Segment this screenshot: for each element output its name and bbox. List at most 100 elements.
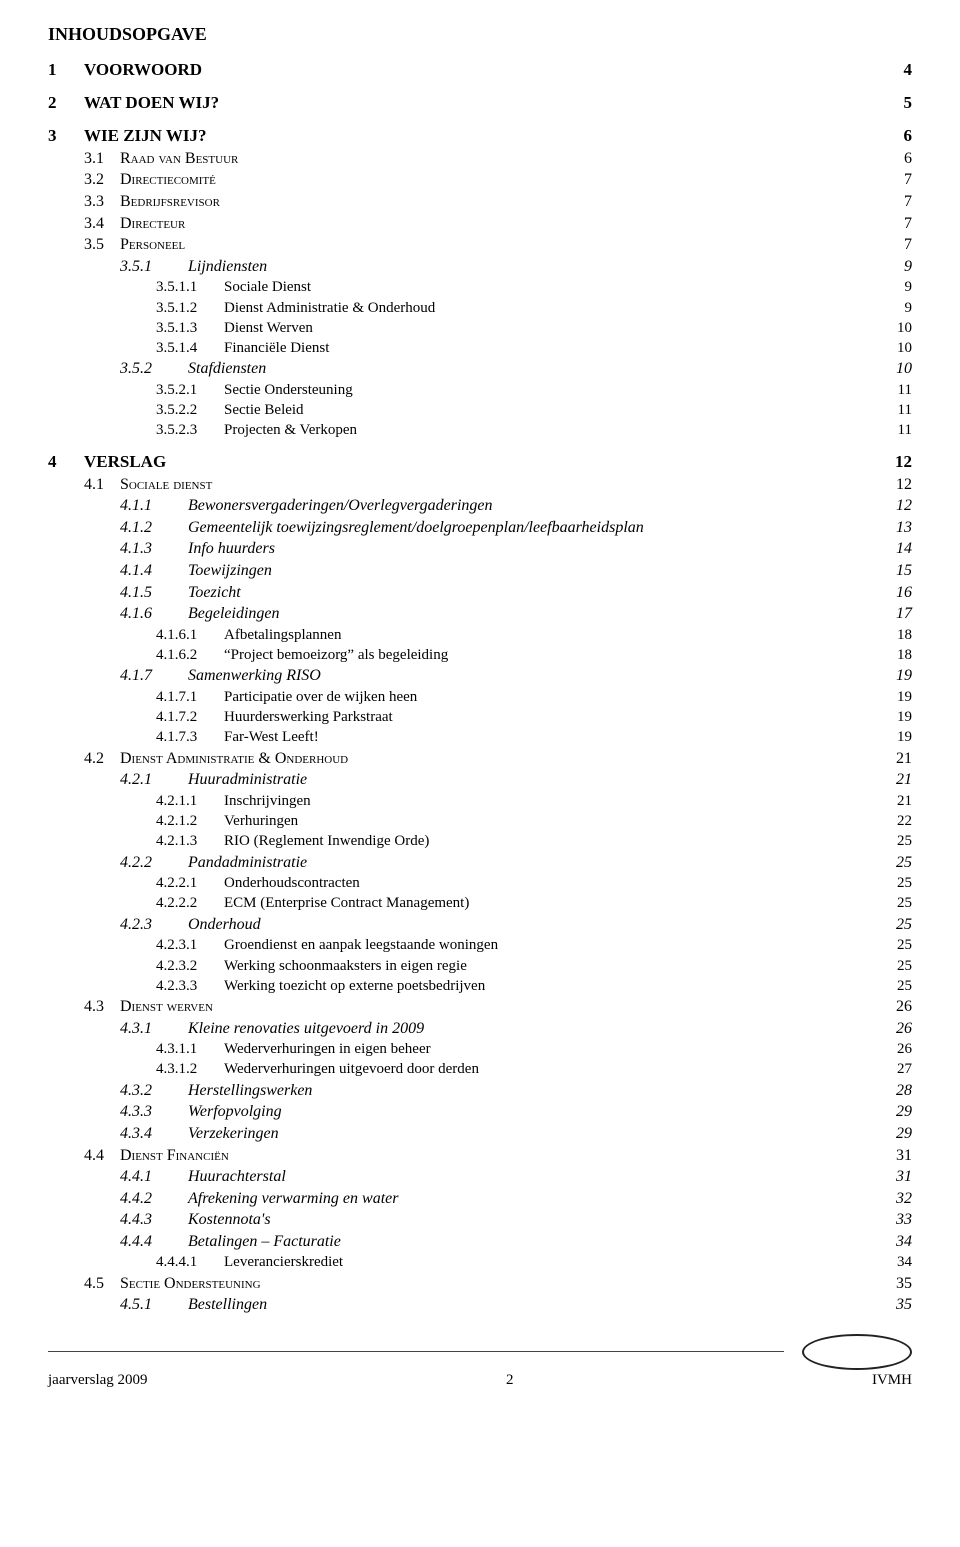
toc-entry: 4.1.6Begeleidingen 17 xyxy=(48,603,912,625)
toc-entry-number: 4.4.4 xyxy=(120,1231,182,1253)
toc-entry-number: 4.5.1 xyxy=(120,1294,182,1316)
toc-entry-text: Onderhoud xyxy=(188,916,261,933)
toc-entry-label: 4.1.4 Toewijzingen xyxy=(120,560,272,582)
toc-entry-text: Inschrijvingen xyxy=(224,793,311,809)
toc-entry-page: 9 xyxy=(905,277,913,297)
toc-entry-label: 3.5.1Lijndiensten xyxy=(120,256,267,278)
toc-entry-label: 4.4.2Afrekening verwarming en water xyxy=(120,1188,398,1210)
toc-entry-label: 4.1.6Begeleidingen xyxy=(120,603,280,625)
toc-entry-label: 4VERSLAG xyxy=(48,451,166,474)
toc-entry-text: Toewijzingen xyxy=(188,562,272,579)
toc-entry-page: 25 xyxy=(897,935,912,955)
toc-entry: 4.2.3.3Werking toezicht op externe poets… xyxy=(48,976,912,996)
toc-entry-number: 4.1.2 xyxy=(120,517,182,539)
toc-entry: 4.3.4Verzekeringen29 xyxy=(48,1123,912,1145)
toc-entry-page: 6 xyxy=(904,125,913,148)
toc-entry-page: 25 xyxy=(897,976,912,996)
toc-entry-page: 31 xyxy=(896,1145,912,1167)
toc-entry: 3.5.2.3Projecten & Verkopen11 xyxy=(48,420,912,440)
toc-entry-text: WAT DOEN WIJ? xyxy=(84,93,219,112)
toc-entry-page: 12 xyxy=(895,451,912,474)
toc-entry-number: 4.3.3 xyxy=(120,1101,182,1123)
toc-entry-text: Huuradministratie xyxy=(188,771,307,788)
toc-entry-label: 3.5.2Stafdiensten xyxy=(120,358,266,380)
toc-entry-label: 4.1.7Samenwerking RISO xyxy=(120,665,321,687)
toc-entry-label: 4.1.7.1Participatie over de wijken heen xyxy=(156,687,417,707)
toc-entry-number: 3.5 xyxy=(84,234,114,256)
toc-entry-page: 21 xyxy=(897,791,912,811)
toc-entry-text: Gemeentelijk toewijzingsreglement/doelgr… xyxy=(188,519,644,536)
toc-entry-number: 2 xyxy=(48,92,78,115)
toc-entry-label: 4.1.6.1Afbetalingsplannen xyxy=(156,625,341,645)
toc-entry-page: 18 xyxy=(897,645,912,665)
toc-entry: 4.1.1Bewonersvergaderingen/Overlegvergad… xyxy=(48,495,912,517)
toc-entry-text: Werking schoonmaaksters in eigen regie xyxy=(224,958,467,974)
toc-entry-text: Afbetalingsplannen xyxy=(224,627,341,643)
toc-entry-number: 4.1.7.2 xyxy=(156,707,218,727)
toc-entry-label: 4.4.4.1Leverancierskrediet xyxy=(156,1252,343,1272)
toc-entry-number: 4.1.7.1 xyxy=(156,687,218,707)
toc-entry-label: 4.2.2.1Onderhoudscontracten xyxy=(156,873,360,893)
toc-entry: 4.5Sectie Ondersteuning35 xyxy=(48,1273,912,1295)
toc-entry: 4.3.1.2Wederverhuringen uitgevoerd door … xyxy=(48,1059,912,1079)
toc-entry-number: 4 xyxy=(48,451,78,474)
toc-entry: 4.2.2.2ECM (Enterprise Contract Manageme… xyxy=(48,893,912,913)
toc-entry-page: 17 xyxy=(896,603,912,625)
toc-entry: 4.3.3Werfopvolging29 xyxy=(48,1101,912,1123)
toc-entry-page: 25 xyxy=(896,852,912,874)
toc-entry-page: 11 xyxy=(898,380,912,400)
toc-entry-page: 34 xyxy=(897,1252,912,1272)
toc-entry-label: 4.1Sociale dienst xyxy=(84,474,212,496)
toc-entry-page: 33 xyxy=(896,1209,912,1231)
toc-entry-text: Verhuringen xyxy=(224,813,298,829)
toc-entry-page: 26 xyxy=(897,1039,912,1059)
toc-entry-number: 4.2.2.1 xyxy=(156,873,218,893)
toc-entry-text: Werking toezicht op externe poetsbedrijv… xyxy=(224,978,485,994)
toc-entry-text: Werfopvolging xyxy=(188,1103,282,1120)
toc-entry-text: Directeur xyxy=(120,215,185,232)
toc-entry: 4.2Dienst Administratie & Onderhoud21 xyxy=(48,748,912,770)
toc-entry-text: Financiële Dienst xyxy=(224,340,329,356)
toc-entry: 3.2Directiecomité7 xyxy=(48,169,912,191)
toc-entry-page: 25 xyxy=(896,914,912,936)
toc-entry-text: Samenwerking RISO xyxy=(188,667,321,684)
toc-entry-number: 4.4.2 xyxy=(120,1188,182,1210)
toc-entry-number: 4.1.6 xyxy=(120,603,182,625)
toc-entry-label: 4.1.1Bewonersvergaderingen/Overlegvergad… xyxy=(120,495,493,517)
toc-entry-page: 25 xyxy=(897,873,912,893)
toc-entry-page: 21 xyxy=(896,769,912,791)
toc-entry: 4.1.7.3Far-West Leeft!19 xyxy=(48,727,912,747)
toc-entry-label: 4.3.1.1Wederverhuringen in eigen beheer xyxy=(156,1039,431,1059)
toc-entry-number: 4.2.1 xyxy=(120,769,182,791)
toc-entry-label: 3.5.1.3Dienst Werven xyxy=(156,318,313,338)
toc-entry-page: 11 xyxy=(898,400,912,420)
toc-entry-number: 4.1.4 xyxy=(120,560,182,582)
toc-entry-page: 14 xyxy=(896,538,912,560)
toc-entry-page: 31 xyxy=(896,1166,912,1188)
toc-entry-page: 25 xyxy=(897,831,912,851)
toc-entry-label: 4.2.1.2Verhuringen xyxy=(156,811,298,831)
toc-entry-text: Info huurders xyxy=(188,540,275,557)
toc-entry-page: 19 xyxy=(896,665,912,687)
toc-entry-label: 3.5.1.2Dienst Administratie & Onderhoud xyxy=(156,298,435,318)
toc-entry: 3.5.2.1Sectie Ondersteuning11 xyxy=(48,380,912,400)
toc-entry-label: 4.3.4Verzekeringen xyxy=(120,1123,279,1145)
toc-entry-text: VOORWOORD xyxy=(84,60,202,79)
toc-entry-page: 10 xyxy=(896,358,912,380)
toc-entry: 3.5.2Stafdiensten 10 xyxy=(48,358,912,380)
toc-entry-label: 1 VOORWOORD xyxy=(48,59,202,82)
toc-entry-page: 35 xyxy=(896,1273,912,1295)
toc-entry-number: 3.2 xyxy=(84,169,114,191)
toc-entry: 4.1.3Info huurders14 xyxy=(48,538,912,560)
toc-entry-label: 4.1.7.3Far-West Leeft! xyxy=(156,727,319,747)
toc-entry-page: 12 xyxy=(896,495,912,517)
footer-left: jaarverslag 2009 xyxy=(48,1372,148,1389)
toc-entry: 4.1.6.1Afbetalingsplannen18 xyxy=(48,625,912,645)
toc-entry-text: Bedrijfsrevisor xyxy=(120,193,220,210)
toc-entry-page: 26 xyxy=(896,996,912,1018)
toc-entry: 4.1.5Toezicht16 xyxy=(48,582,912,604)
toc-entry-number: 1 xyxy=(48,59,78,82)
toc-entry-page: 5 xyxy=(904,92,913,115)
toc-entry: 4.1.7.2Huurderswerking Parkstraat19 xyxy=(48,707,912,727)
toc-entry-text: Dienst werven xyxy=(120,998,213,1015)
